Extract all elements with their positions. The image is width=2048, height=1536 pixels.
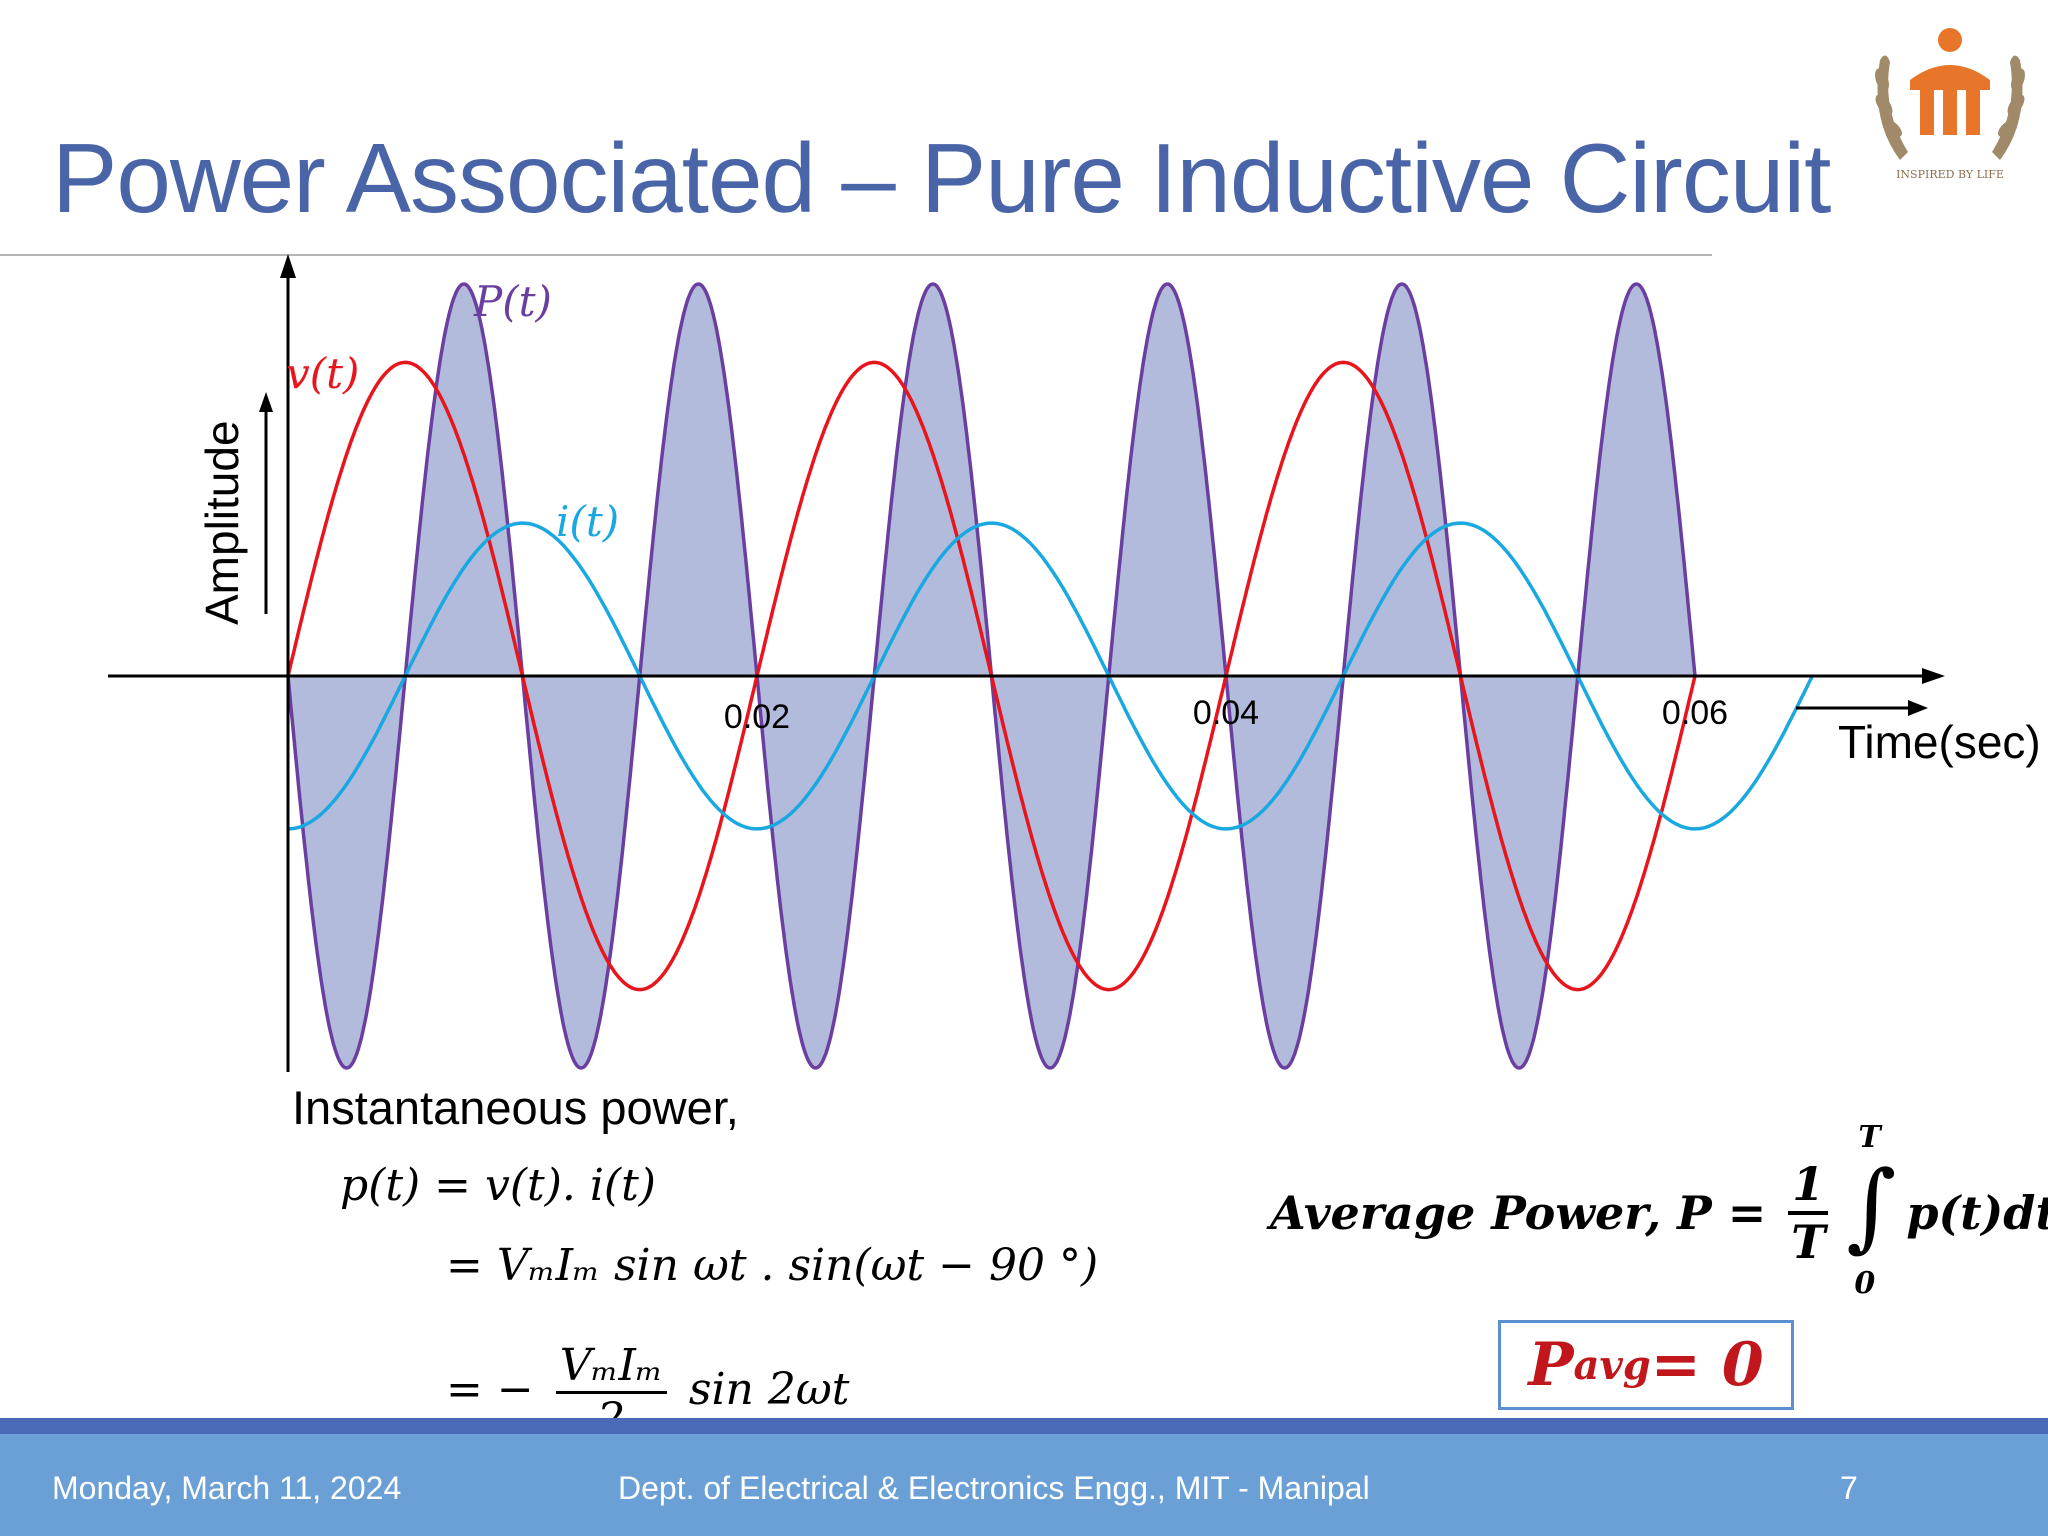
equation-line-1: p(t) = v(t). i(t) [340, 1160, 656, 1211]
mit-logo: INSPIRED BY LIFE [1875, 28, 2025, 181]
avg-label: Average Power, P = [1270, 1186, 1767, 1240]
series-label-current: i(t) [556, 497, 619, 546]
eq3-suffix: sin 2ωt [688, 1364, 850, 1415]
x-axis-arrow [1922, 668, 1945, 684]
integral-lower: 0 [1854, 1266, 1876, 1301]
laurel-wreath [1875, 55, 2025, 160]
logo-text: INSPIRED BY LIFE [1896, 168, 2004, 181]
footer-department: Dept. of Electrical & Electronics Engg.,… [618, 1470, 1370, 1506]
x-tick-label: 0.04 [1193, 694, 1259, 732]
avg-denominator: T [1791, 1215, 1826, 1269]
xlabel-arrow-head [1908, 700, 1928, 716]
eq3-numerator: VₘIₘ [555, 1340, 667, 1394]
title-divider [0, 254, 1712, 256]
current-curve [287, 521, 1814, 831]
series-label-voltage: v(t) [286, 349, 359, 398]
avg-fraction: 1 T [1788, 1157, 1829, 1269]
footer-page-number: 7 [1840, 1470, 1858, 1506]
x-axis-label: Time(sec) [1838, 716, 2041, 768]
axes [108, 254, 1945, 1072]
result-rest: = 0 [1650, 1330, 1764, 1400]
footer-accent-bar [0, 1418, 2048, 1434]
integral-symbol: ∫ [1846, 1150, 1897, 1262]
instantaneous-power-label: Instantaneous power, [292, 1081, 739, 1134]
x-tick-label: 0.06 [1662, 694, 1728, 732]
integral-upper: T [1858, 1120, 1881, 1155]
x-tick-label: 0.02 [724, 698, 790, 736]
eq3-prefix: = − [446, 1364, 534, 1415]
avg-integrand: p(t)dt [1906, 1186, 2048, 1240]
y-axis-label: Amplitude [196, 420, 248, 625]
equation-line-2: = VₘIₘ sin ωt . sin(ωt − 90 °) [446, 1240, 1099, 1291]
average-power-equation: Average Power, P = 1 T T ∫ 0 p(t)dt [1270, 1120, 2048, 1301]
avg-numerator: 1 [1788, 1157, 1829, 1215]
result-main: P [1528, 1330, 1574, 1400]
ylabel-arrow-head [259, 392, 273, 412]
result-sub: avg [1573, 1341, 1651, 1389]
tick-labels: 0.02 0.04 0.06 [724, 694, 1728, 736]
integral-sign: T ∫ 0 [1846, 1120, 1896, 1301]
series-label-power: P(t) [473, 277, 552, 326]
y-axis-arrow [280, 254, 296, 278]
footer-date: Monday, March 11, 2024 [52, 1470, 402, 1506]
waveform-chart: Amplitude Time(sec) 0.02 0.04 0.06 P(t) v(… [108, 254, 2041, 1072]
footer-bar [0, 1434, 2048, 1536]
slide-title: Power Associated – Pure Inductive Circui… [52, 123, 1831, 233]
